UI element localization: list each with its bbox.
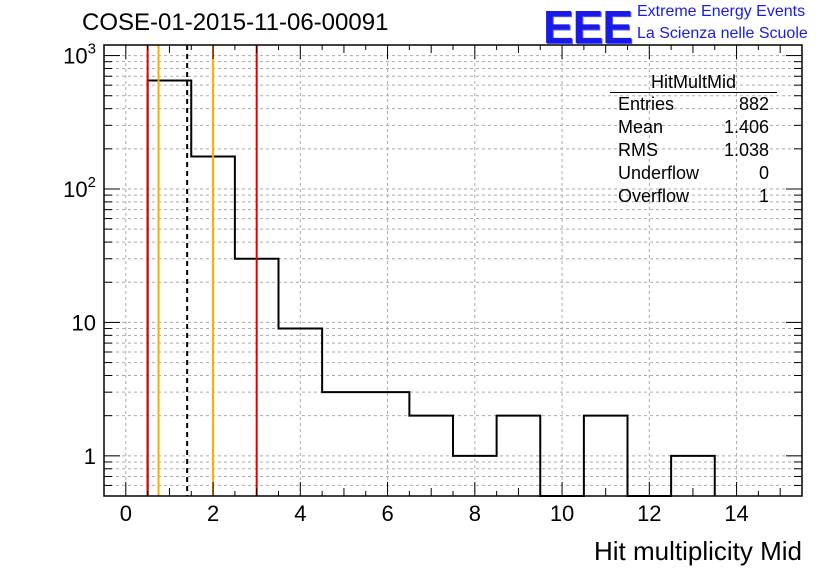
plot-title: COSE-01-2015-11-06-00091 bbox=[82, 9, 389, 36]
stats-title: HitMultMid bbox=[650, 72, 736, 92]
stats-key: Overflow bbox=[618, 186, 690, 206]
stats-box: HitMultMid Entries 882 Mean 1.406 RMS 1.… bbox=[610, 72, 777, 210]
stats-key: RMS bbox=[618, 140, 658, 160]
x-tick-label: 2 bbox=[207, 501, 219, 526]
histogram-bin bbox=[148, 81, 192, 496]
stats-value: 1 bbox=[758, 186, 769, 206]
x-tick-label: 8 bbox=[469, 501, 481, 526]
histogram-outline bbox=[146, 79, 716, 497]
stats-value: 882 bbox=[738, 94, 769, 114]
x-tick-label: 14 bbox=[724, 501, 748, 526]
stats-row-rms: RMS 1.038 bbox=[618, 140, 769, 163]
stats-row-overflow: Overflow 1 bbox=[618, 186, 769, 209]
stats-key: Entries bbox=[618, 94, 675, 114]
stats-value: 0 bbox=[758, 163, 769, 183]
y-tick-label: 10 bbox=[72, 310, 96, 335]
stats-row-underflow: Underflow 0 bbox=[618, 163, 769, 186]
stats-row-mean: Mean 1.406 bbox=[618, 117, 769, 140]
stats-value: 1.038 bbox=[723, 140, 769, 160]
eee-logo: EEE bbox=[543, 1, 633, 53]
histogram-bin bbox=[322, 392, 366, 496]
y-tick-label: 102 bbox=[63, 174, 96, 202]
stats-key: Mean bbox=[618, 117, 664, 137]
x-tick-label: 6 bbox=[381, 501, 393, 526]
logo-subtitle-1: Extreme Energy Events bbox=[637, 3, 806, 20]
stats-divider bbox=[610, 92, 777, 93]
y-tick-label: 1 bbox=[84, 444, 96, 469]
x-tick-label: 4 bbox=[294, 501, 306, 526]
logo-subtitle-2: La Scienza nelle Scuole bbox=[637, 25, 808, 42]
x-tick-label: 0 bbox=[120, 501, 132, 526]
stats-row-entries: Entries 882 bbox=[618, 94, 769, 117]
x-axis-label: Hit multiplicity Mid bbox=[593, 536, 802, 566]
stats-value: 1.406 bbox=[723, 117, 769, 137]
x-tick-label: 12 bbox=[637, 501, 661, 526]
x-tick-label: 10 bbox=[550, 501, 574, 526]
stats-key: Underflow bbox=[618, 163, 700, 183]
y-tick-label: 103 bbox=[63, 41, 96, 69]
